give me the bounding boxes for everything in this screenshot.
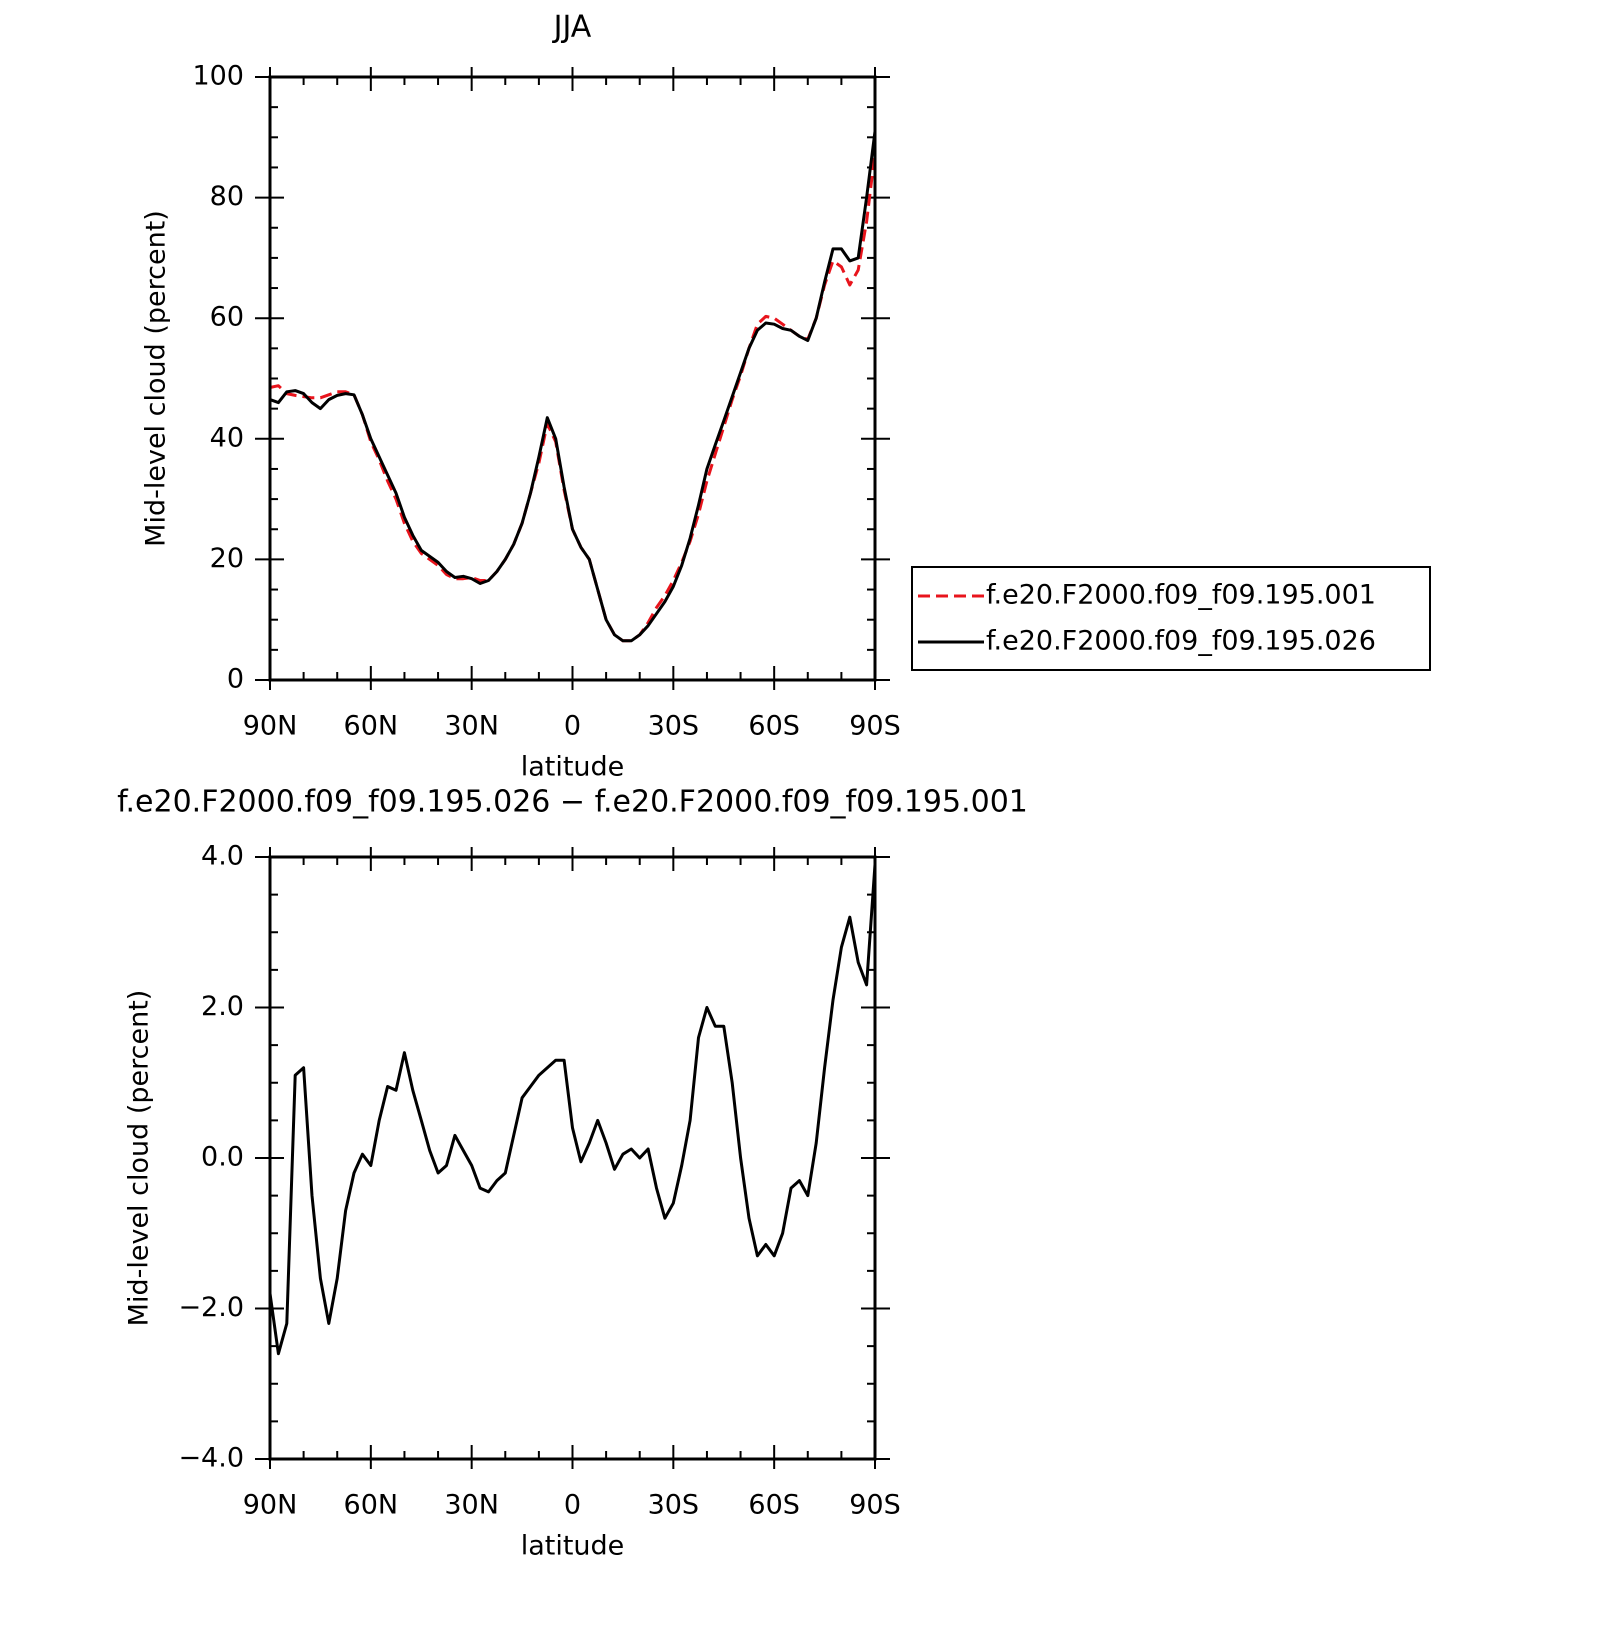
y-axis-label: Mid-level cloud (percent)	[124, 990, 155, 1327]
y-axis-label: Mid-level cloud (percent)	[141, 210, 172, 547]
x-tick-label: 60N	[344, 711, 399, 742]
x-tick-label: 0	[564, 1490, 581, 1521]
y-tick-label: 80	[210, 181, 244, 212]
x-tick-label: 90S	[849, 711, 901, 742]
plot-frame	[268, 855, 877, 1461]
x-tick-label: 30S	[648, 1490, 700, 1521]
y-tick-label: −4.0	[178, 1443, 244, 1474]
y-tick-label: 20	[210, 543, 244, 574]
x-tick-label: 60N	[344, 1490, 399, 1521]
y-tick-label: −2.0	[178, 1292, 244, 1323]
x-tick-label: 90N	[243, 711, 298, 742]
data-line	[269, 131, 877, 643]
x-tick-label: 60S	[748, 1490, 800, 1521]
data-line	[268, 864, 877, 1356]
y-tick-label: 0	[227, 664, 244, 695]
x-tick-label: 30N	[444, 711, 499, 742]
legend-label: f.e20.F2000.f09_f09.195.026	[986, 626, 1376, 657]
x-axis-label: latitude	[521, 1531, 625, 1562]
y-tick-label: 40	[210, 422, 244, 453]
x-tick-label: 90N	[243, 1490, 298, 1521]
x-tick-label: 0	[564, 711, 581, 742]
legend-box	[911, 566, 1431, 671]
plot-frame	[268, 75, 877, 682]
y-tick-label: 4.0	[201, 841, 244, 872]
x-tick-label: 60S	[748, 711, 800, 742]
x-tick-label: 30N	[444, 1490, 499, 1521]
chart-title: f.e20.F2000.f09_f09.195.026 − f.e20.F200…	[117, 785, 1028, 820]
legend-label: f.e20.F2000.f09_f09.195.001	[986, 580, 1376, 611]
y-tick-label: 100	[192, 61, 244, 92]
x-tick-label: 30S	[648, 711, 700, 742]
y-tick-label: 0.0	[201, 1142, 244, 1173]
chart-title: JJA	[552, 10, 592, 45]
x-axis-label: latitude	[521, 752, 625, 783]
data-line	[269, 152, 877, 643]
x-tick-label: 90S	[849, 1490, 901, 1521]
y-tick-label: 60	[210, 302, 244, 333]
y-tick-label: 2.0	[201, 991, 244, 1022]
